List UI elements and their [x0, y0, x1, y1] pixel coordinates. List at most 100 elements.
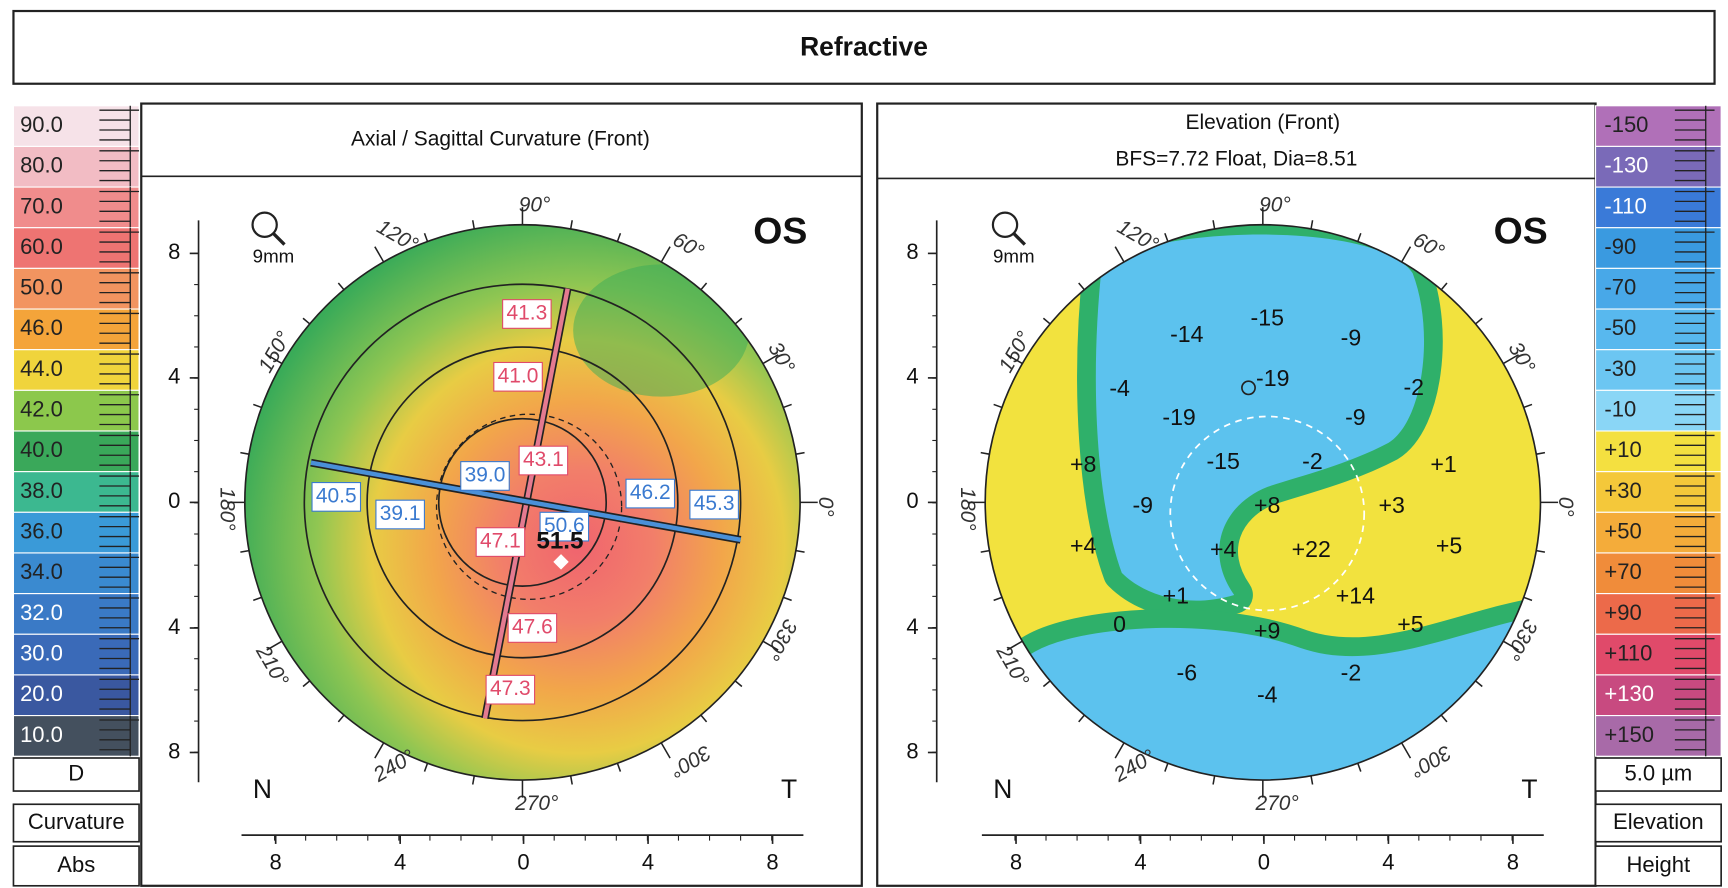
- scale-info-box: [12, 803, 140, 843]
- scale-swatch: [12, 145, 140, 188]
- value-box: [689, 489, 739, 520]
- angle-tick: [1164, 232, 1169, 242]
- angle-tick: [471, 775, 476, 785]
- angle-tick: [1400, 742, 1412, 759]
- ring: [437, 417, 608, 587]
- map-value: +8: [1070, 451, 1096, 477]
- map-value: +14: [1336, 582, 1375, 608]
- ring: [366, 346, 679, 659]
- scale-label: 44.0: [20, 356, 63, 381]
- map-value: +3: [1379, 492, 1405, 518]
- angle-tick: [795, 549, 805, 553]
- angle-tick: [993, 596, 1003, 602]
- map-title: Elevation (Front): [1186, 111, 1341, 134]
- scale-label: +110: [1604, 640, 1652, 665]
- angle-tick: [253, 403, 262, 409]
- angle-tick: [423, 763, 429, 772]
- angle-tick: [302, 317, 311, 325]
- angle-tick: [795, 451, 805, 455]
- angle-tick: [1042, 317, 1051, 325]
- header-box: [12, 9, 1716, 85]
- scale-label: 70.0: [20, 193, 63, 218]
- y-axis-label: 4: [168, 364, 180, 389]
- zoom-icon: [991, 211, 1019, 238]
- scale-info: Abs: [57, 852, 95, 877]
- scale-swatch: [12, 389, 140, 432]
- scale-label: +10: [1604, 437, 1641, 462]
- map-value: 47.6: [512, 616, 553, 639]
- angle-tick: [1475, 680, 1483, 688]
- value-box: [485, 674, 536, 705]
- angle-tick: [1114, 246, 1125, 263]
- angle-tick: [980, 549, 990, 553]
- angle-tick: [1078, 282, 1085, 291]
- map-value: 45.3: [694, 492, 735, 515]
- angle-tick: [240, 451, 250, 455]
- map-value: +9: [1254, 618, 1280, 644]
- scale-label: -110: [1604, 193, 1646, 218]
- map-value: -14: [1170, 321, 1204, 347]
- angle-tick: [1310, 775, 1314, 785]
- value-box: [311, 482, 362, 512]
- angle-tick: [1212, 775, 1216, 785]
- zoom-icon: [251, 211, 278, 238]
- scale-label: -150: [1604, 112, 1648, 137]
- scale-info: 5.0 µm: [1624, 760, 1692, 785]
- zoom-icon: [272, 232, 286, 246]
- nasal-label: N: [993, 774, 1012, 804]
- scale-label: 40.0: [20, 437, 63, 462]
- angle-tick: [783, 403, 792, 409]
- scale-info-box: [1594, 803, 1722, 843]
- angle-tick: [616, 763, 622, 772]
- apex-marker: [553, 554, 569, 570]
- angle-tick: [253, 596, 262, 602]
- pupil: [1169, 415, 1366, 612]
- angle-tick: [569, 775, 573, 785]
- y-axis-label: 8: [168, 239, 180, 264]
- scale-label: 36.0: [20, 519, 63, 544]
- scale-info: D: [68, 760, 84, 785]
- temporal-label: T: [1521, 774, 1537, 804]
- angle-tick: [240, 549, 250, 553]
- map-value: 39.0: [465, 463, 506, 486]
- angle-tick: [1310, 220, 1314, 230]
- scale-info: Elevation: [1613, 809, 1704, 834]
- scale-label: 42.0: [20, 397, 63, 422]
- value-box: [507, 613, 558, 643]
- scale-label: 30.0: [20, 640, 63, 665]
- angle-tick: [660, 246, 671, 263]
- angle-tick: [700, 714, 708, 723]
- eye-label: OS: [1494, 209, 1548, 251]
- map-value: -4: [1257, 681, 1278, 707]
- x-axis-label: 0: [517, 850, 529, 875]
- scale-info-box: [12, 845, 140, 887]
- map-value: +5: [1397, 611, 1423, 637]
- scale-label: 90.0: [20, 112, 63, 137]
- angle-tick: [1440, 282, 1448, 291]
- angle-tick: [616, 232, 622, 242]
- angle-label: 180°: [956, 487, 979, 530]
- scale-label: 10.0: [20, 722, 63, 747]
- scale-label: +70: [1604, 559, 1641, 584]
- meridian: [310, 460, 741, 543]
- angle-tick: [1006, 640, 1023, 651]
- value-box: [460, 461, 510, 491]
- x-axis-label: 4: [1134, 850, 1146, 875]
- pupil-center: [1241, 380, 1256, 396]
- angle-tick: [1475, 317, 1483, 325]
- angle-tick: [762, 640, 779, 651]
- angle-tick: [1536, 451, 1546, 455]
- map-title: Axial / Sagittal Curvature (Front): [351, 127, 650, 150]
- scale-label: +130: [1604, 681, 1654, 706]
- angle-tick: [993, 403, 1003, 409]
- map-value: 50.6: [544, 514, 585, 537]
- map-value: 47.1: [480, 530, 521, 553]
- ring: [303, 283, 742, 722]
- angle-tick: [1502, 354, 1519, 365]
- eye-label: OS: [753, 209, 807, 251]
- angle-label: 0°: [814, 497, 837, 517]
- angle-tick: [1078, 714, 1085, 723]
- angle-tick: [266, 640, 283, 651]
- scale-label: +150: [1604, 722, 1654, 747]
- angle-tick: [1523, 403, 1533, 409]
